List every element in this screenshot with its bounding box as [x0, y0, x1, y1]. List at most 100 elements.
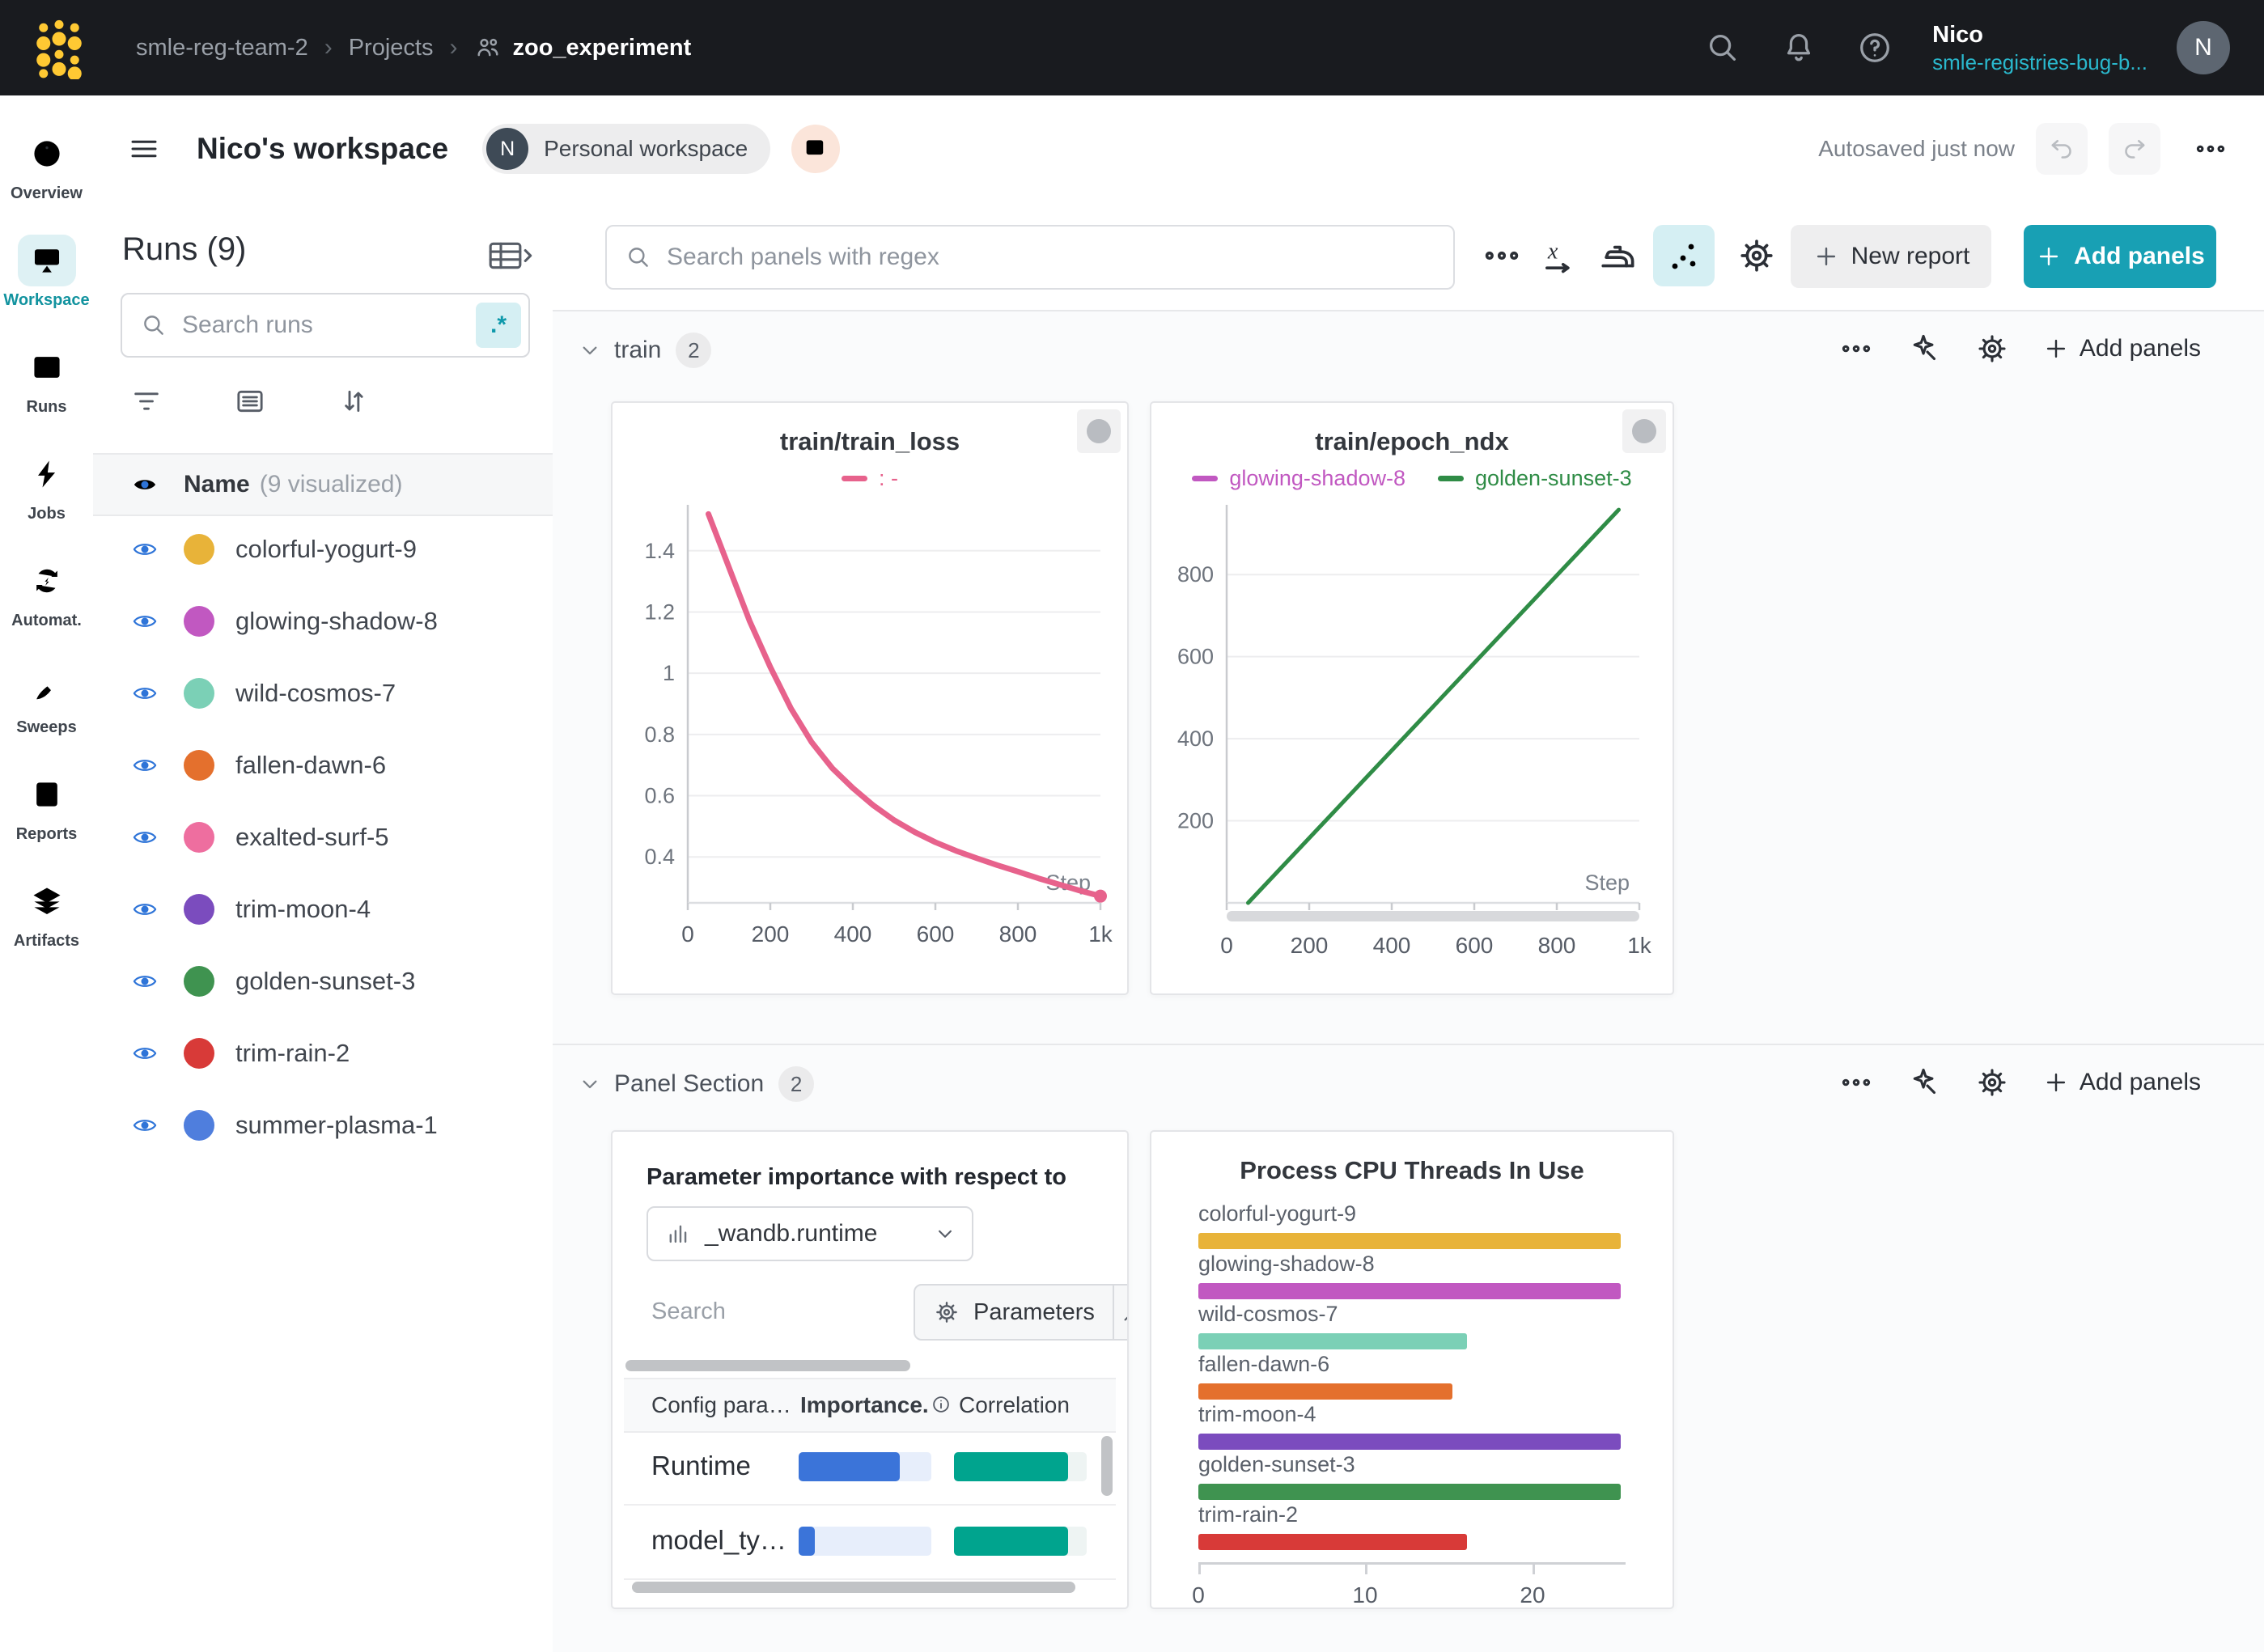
redo-button[interactable]: [2109, 123, 2160, 175]
run-row[interactable]: fallen-dawn-6: [93, 729, 553, 801]
filter-icon[interactable]: [130, 385, 163, 417]
panel-cpu-threads[interactable]: Process CPU Threads In Use colorful-yogu…: [1150, 1130, 1674, 1609]
cpu-bar[interactable]: [1198, 1383, 1452, 1400]
section-more-icon[interactable]: [1838, 1065, 1874, 1100]
search-runs-input[interactable]: Search runs .*: [121, 293, 530, 358]
cpu-bar[interactable]: [1198, 1484, 1621, 1500]
toolbar-more-icon[interactable]: [1481, 235, 1523, 277]
breadcrumb-team[interactable]: smle-reg-team-2: [136, 35, 308, 61]
col-importance[interactable]: Importance.: [800, 1392, 952, 1418]
run-name[interactable]: summer-plasma-1: [235, 1111, 438, 1140]
section-more-icon[interactable]: [1838, 331, 1874, 366]
run-row[interactable]: summer-plasma-1: [93, 1089, 553, 1161]
new-report-button[interactable]: New report: [1791, 225, 1991, 288]
run-row[interactable]: wild-cosmos-7: [93, 657, 553, 729]
panel-parameter-importance[interactable]: Parameter importance with respect to _wa…: [611, 1130, 1129, 1609]
sort-icon[interactable]: [337, 385, 370, 417]
regex-toggle[interactable]: .*: [476, 303, 521, 348]
outliers-toggle[interactable]: [1653, 225, 1715, 286]
run-name[interactable]: fallen-dawn-6: [235, 751, 386, 780]
hamburger-icon[interactable]: [127, 132, 161, 166]
sidebar-item-overview[interactable]: Overview: [0, 112, 93, 218]
cpu-bar[interactable]: [1198, 1333, 1467, 1349]
cpu-bar[interactable]: [1198, 1434, 1621, 1450]
settings-gear-icon[interactable]: [1736, 235, 1778, 277]
help-icon[interactable]: [1856, 29, 1893, 66]
panel-train-loss[interactable]: train/train_loss : - 0.40.60.811.21.4020…: [611, 401, 1129, 995]
importance-search-input[interactable]: Search: [651, 1298, 726, 1325]
col-config-param[interactable]: Config para…: [651, 1392, 791, 1418]
add-panels-button[interactable]: Add panels: [2024, 225, 2216, 288]
magic-wand-button[interactable]: [1113, 1286, 1129, 1339]
run-name[interactable]: colorful-yogurt-9: [235, 535, 417, 564]
workspace-type-badge[interactable]: N Personal workspace: [482, 124, 770, 174]
visibility-eye-icon[interactable]: [127, 897, 163, 921]
section-title[interactable]: Panel Section: [614, 1070, 764, 1098]
cpu-bar[interactable]: [1198, 1283, 1621, 1299]
importance-table-row[interactable]: model_ty…: [624, 1506, 1116, 1580]
sidebar-item-reports[interactable]: Reports: [0, 752, 93, 859]
run-row[interactable]: colorful-yogurt-9: [93, 513, 553, 585]
chevron-down-icon[interactable]: [577, 337, 603, 363]
search-panels-input[interactable]: Search panels with regex: [605, 225, 1455, 290]
clear-workspace-icon[interactable]: [791, 125, 840, 173]
visibility-eye-icon[interactable]: [127, 1041, 163, 1065]
wandb-logo-icon[interactable]: [32, 16, 86, 79]
run-row[interactable]: golden-sunset-3: [93, 945, 553, 1017]
chevron-down-icon[interactable]: [577, 1071, 603, 1097]
section-panel-header[interactable]: Panel Section 2: [577, 1066, 814, 1102]
run-row[interactable]: glowing-shadow-8: [93, 585, 553, 657]
line-chart-train-loss[interactable]: 0.40.60.811.21.402004006008001kStep: [627, 498, 1113, 984]
run-name[interactable]: glowing-shadow-8: [235, 607, 438, 636]
section-gear-icon[interactable]: [1974, 1065, 2010, 1100]
page-title[interactable]: Nico's workspace: [197, 132, 448, 166]
visibility-eye-icon[interactable]: [127, 681, 163, 705]
section-add-panels-button[interactable]: Add panels: [2042, 335, 2201, 362]
cpu-bar[interactable]: [1198, 1233, 1621, 1249]
smoothing-icon[interactable]: [1596, 235, 1639, 277]
panel-epoch-ndx[interactable]: train/epoch_ndx glowing-shadow-8golden-s…: [1150, 401, 1674, 995]
cpu-bar[interactable]: [1198, 1534, 1467, 1550]
undo-button[interactable]: [2036, 123, 2088, 175]
sidebar-item-artifacts[interactable]: Artifacts: [0, 859, 93, 966]
expand-runs-table-icon[interactable]: [486, 238, 533, 273]
section-add-panels-button[interactable]: Add panels: [2042, 1069, 2201, 1096]
importance-table-row[interactable]: Runtime: [624, 1431, 1116, 1506]
run-row[interactable]: trim-rain-2: [93, 1017, 553, 1089]
sidebar-item-workspace[interactable]: Workspace: [0, 218, 93, 325]
section-train-header[interactable]: train 2: [577, 333, 711, 368]
visibility-eye-icon[interactable]: [127, 753, 163, 777]
visibility-eye-icon[interactable]: [127, 472, 163, 497]
section-title[interactable]: train: [614, 337, 661, 364]
table-horizontal-scrollbar[interactable]: [625, 1360, 910, 1371]
run-name[interactable]: wild-cosmos-7: [235, 679, 396, 708]
legend-item[interactable]: glowing-shadow-8: [1192, 466, 1405, 491]
run-row[interactable]: trim-moon-4: [93, 873, 553, 945]
metric-dropdown[interactable]: _wandb.runtime: [647, 1206, 973, 1261]
visibility-eye-icon[interactable]: [127, 825, 163, 849]
breadcrumb-project[interactable]: zoo_experiment: [473, 33, 691, 62]
sidebar-item-automat[interactable]: Automat.: [0, 539, 93, 646]
sparkle-pin-icon[interactable]: [1906, 1065, 1942, 1100]
run-name[interactable]: exalted-surf-5: [235, 823, 389, 852]
sparkle-pin-icon[interactable]: [1906, 331, 1942, 366]
section-gear-icon[interactable]: [1974, 331, 2010, 366]
parameters-button[interactable]: Parameters: [915, 1286, 1113, 1339]
bell-icon[interactable]: [1780, 29, 1817, 66]
table-horizontal-scrollbar-bottom[interactable]: [632, 1582, 1075, 1593]
line-chart-epoch-ndx[interactable]: 20040060080002004006008001kStep: [1166, 498, 1651, 984]
avatar[interactable]: N: [2177, 21, 2230, 74]
run-name[interactable]: trim-rain-2: [235, 1039, 350, 1068]
run-row[interactable]: exalted-surf-5: [93, 801, 553, 873]
col-correlation[interactable]: Correlation: [959, 1392, 1070, 1418]
visibility-eye-icon[interactable]: [127, 609, 163, 633]
panel-drag-handle[interactable]: [1077, 409, 1121, 453]
visibility-eye-icon[interactable]: [127, 969, 163, 993]
x-axis-icon[interactable]: x: [1538, 235, 1580, 277]
panel-drag-handle[interactable]: [1622, 409, 1666, 453]
legend-item[interactable]: golden-sunset-3: [1438, 466, 1632, 491]
workspace-more-icon[interactable]: [2193, 131, 2228, 167]
visibility-eye-icon[interactable]: [127, 537, 163, 561]
run-name[interactable]: golden-sunset-3: [235, 967, 415, 996]
sidebar-item-runs[interactable]: Runs: [0, 325, 93, 432]
